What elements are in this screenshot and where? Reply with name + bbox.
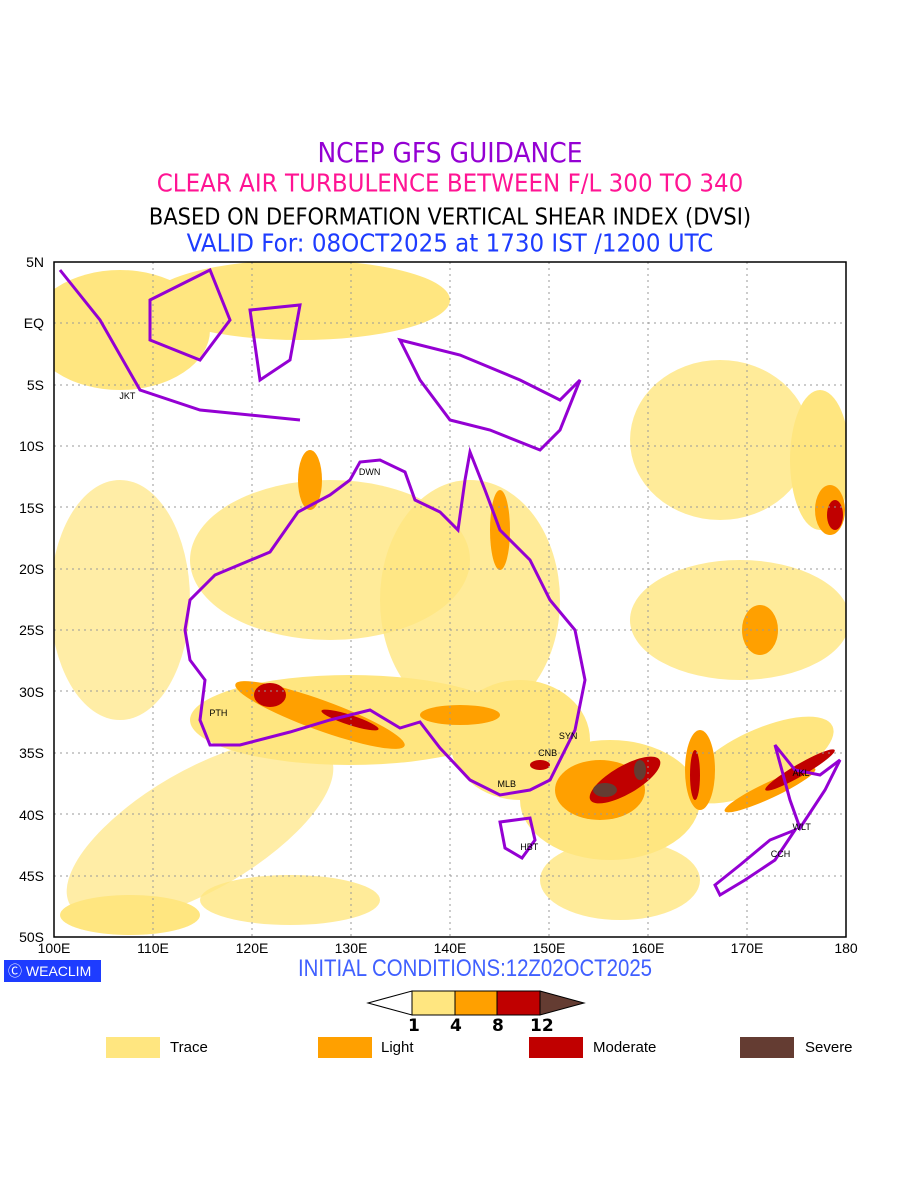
- australia-coastline: [183, 446, 587, 797]
- legend-label-trace: Trace: [170, 1039, 208, 1056]
- indonesia-coastline: [58, 267, 302, 422]
- lat-tick-label: 35S: [19, 745, 44, 762]
- city-label: JKT: [119, 391, 136, 402]
- lon-tick-label: 170E: [730, 940, 764, 956]
- legend-label-light: Light: [381, 1039, 414, 1056]
- coastlines: [58, 267, 842, 898]
- lat-tick-label: 20S: [19, 561, 44, 577]
- lon-tick-label: 120E: [235, 940, 269, 956]
- legend-swatch-trace: [106, 1037, 160, 1058]
- lat-tick-label: 25S: [19, 622, 44, 639]
- weaclim-logo: Ⓒ WEACLIM: [4, 960, 101, 982]
- lon-tick-label: 130E: [334, 940, 368, 956]
- new-zealand-north-coastline: [773, 744, 842, 832]
- lat-tick-label: 50S: [19, 929, 44, 946]
- plot-frame: [53, 261, 847, 938]
- lon-tick-label: 100E: [37, 940, 71, 956]
- city-label: DWN: [358, 467, 381, 478]
- new-guinea-coastline: [397, 337, 582, 452]
- city-label: WLT: [792, 822, 811, 833]
- title-method: BASED ON DEFORMATION VERTICAL SHEAR INDE…: [148, 203, 752, 231]
- lon-tick-label: 160E: [631, 940, 665, 956]
- city-label: CCH: [770, 849, 791, 860]
- colorbar-label: 8: [492, 1016, 504, 1036]
- legend-swatch-moderate: [529, 1037, 583, 1058]
- lat-tick-label: 15S: [19, 499, 44, 516]
- initial-conditions: INITIAL CONDITIONS:12Z02OCT2025: [297, 955, 653, 982]
- lat-tick-label: 5S: [26, 376, 44, 393]
- lon-tick-label: 140E: [433, 940, 467, 956]
- logo-text: WEACLIM: [25, 963, 92, 979]
- city-label: MLB: [497, 779, 517, 790]
- legend-label-severe: Severe: [805, 1039, 853, 1056]
- severe-areas: [593, 760, 646, 797]
- tasmania-coastline: [498, 816, 537, 860]
- lat-tick-label: 10S: [19, 438, 44, 455]
- city-label: PTH: [209, 707, 228, 718]
- lat-tick-label: 40S: [19, 806, 44, 823]
- legend-swatch-severe: [740, 1037, 794, 1058]
- lat-tick-label: EQ: [23, 315, 44, 332]
- city-label: CNB: [538, 748, 558, 759]
- legend-label-moderate: Moderate: [593, 1039, 657, 1056]
- city-label: AKL: [792, 768, 810, 779]
- colorbar-label: 12: [530, 1016, 554, 1036]
- colorbar-label: 1: [408, 1016, 420, 1036]
- lon-tick-label: 180: [834, 940, 858, 956]
- title-valid-time: VALID For: 08OCT2025 at 1730 IST /1200 U…: [186, 229, 714, 259]
- legend-swatch-light: [318, 1037, 372, 1058]
- new-zealand-south-coastline: [713, 826, 799, 898]
- city-label: SYN: [558, 731, 578, 742]
- lat-tick-label: 5N: [26, 254, 44, 270]
- title-product: CLEAR AIR TURBULENCE BETWEEN F/L 300 TO …: [156, 169, 744, 199]
- lat-tick-label: 45S: [19, 868, 44, 884]
- colorbar-label: 4: [450, 1016, 462, 1036]
- colorbar: [366, 990, 586, 1016]
- city-label: HBT: [520, 841, 539, 852]
- lon-tick-label: 110E: [137, 940, 169, 956]
- title-agency: NCEP GFS GUIDANCE: [317, 136, 583, 169]
- lat-tick-label: 30S: [19, 683, 44, 700]
- lon-tick-label: 150E: [532, 940, 566, 956]
